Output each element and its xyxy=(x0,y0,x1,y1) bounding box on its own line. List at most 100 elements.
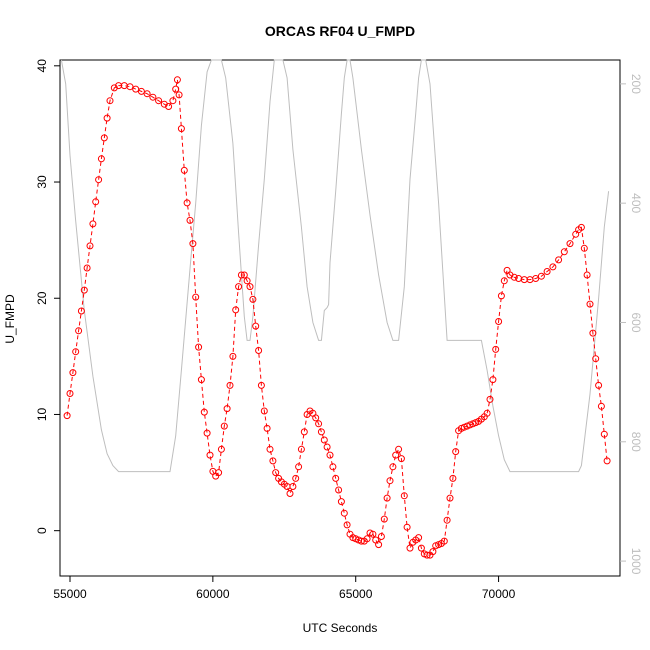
data-point xyxy=(380,515,388,523)
y-tick-label: 20 xyxy=(35,291,49,305)
data-point xyxy=(357,537,365,545)
y2-tick-label: 1000 xyxy=(629,548,643,575)
y-tick-label: 10 xyxy=(35,408,49,422)
data-point xyxy=(232,306,240,314)
data-point xyxy=(600,430,608,438)
data-point xyxy=(400,492,408,500)
y-tick-label: 30 xyxy=(35,175,49,189)
data-point xyxy=(103,114,111,122)
data-point xyxy=(532,275,540,282)
data-point xyxy=(100,134,108,142)
data-point xyxy=(165,103,173,110)
data-point xyxy=(292,474,300,482)
x-axis-label: UTC Seconds xyxy=(303,621,378,635)
data-point xyxy=(389,463,397,471)
y-tick-label: 0 xyxy=(35,527,49,534)
data-point xyxy=(289,483,297,490)
data-point xyxy=(260,407,268,415)
data-point xyxy=(106,97,114,105)
data-point xyxy=(257,381,265,389)
data-point xyxy=(429,548,437,556)
data-point xyxy=(169,97,177,105)
data-point xyxy=(417,544,425,552)
data-point xyxy=(337,498,345,506)
data-point xyxy=(312,414,320,422)
data-point xyxy=(206,451,214,459)
data-point xyxy=(240,271,248,279)
data-point xyxy=(543,268,551,275)
data-point xyxy=(286,490,294,497)
data-point xyxy=(243,277,251,285)
x-tick-label: 65000 xyxy=(339,587,373,601)
data-point xyxy=(592,355,600,363)
data-point xyxy=(323,443,331,451)
data-point xyxy=(497,292,505,300)
data-point xyxy=(86,242,94,250)
data-point xyxy=(149,93,157,101)
data-point xyxy=(603,457,611,465)
data-point xyxy=(197,376,205,384)
data-point xyxy=(172,85,180,93)
data-point xyxy=(583,271,591,279)
data-point xyxy=(297,445,305,453)
data-point xyxy=(77,307,85,315)
data-point xyxy=(237,271,245,279)
data-point xyxy=(89,220,97,228)
data-point xyxy=(189,240,197,248)
y2-tick-label: 600 xyxy=(629,312,643,332)
data-point xyxy=(195,343,203,351)
data-point xyxy=(560,248,568,256)
data-point xyxy=(143,90,151,98)
data-point xyxy=(295,463,303,471)
data-point xyxy=(192,293,200,301)
data-point xyxy=(72,348,80,356)
data-point xyxy=(317,428,325,436)
secondary-series-line xyxy=(60,59,610,473)
data-point xyxy=(577,223,585,231)
data-point xyxy=(235,283,243,291)
data-point xyxy=(332,474,340,482)
data-point xyxy=(155,97,163,105)
data-point xyxy=(95,176,103,184)
x-tick-label: 60000 xyxy=(196,587,230,601)
data-point xyxy=(423,551,431,559)
data-point xyxy=(255,347,263,354)
data-point xyxy=(537,272,545,280)
data-point xyxy=(383,494,391,502)
data-point xyxy=(492,345,500,353)
data-point xyxy=(200,408,208,416)
data-point xyxy=(375,541,383,549)
data-point xyxy=(335,486,343,494)
data-point xyxy=(392,451,400,459)
data-point xyxy=(97,155,105,163)
data-point xyxy=(489,376,497,384)
data-point xyxy=(203,429,211,437)
data-point xyxy=(589,329,597,337)
data-point xyxy=(217,445,225,453)
data-point xyxy=(63,412,71,420)
data-point xyxy=(272,469,280,477)
data-point xyxy=(180,166,188,174)
x-tick-label: 70000 xyxy=(482,587,516,601)
data-point xyxy=(363,535,371,543)
data-point xyxy=(486,395,494,403)
data-point xyxy=(220,422,228,430)
data-point xyxy=(75,327,83,335)
data-point xyxy=(403,523,411,531)
data-point xyxy=(495,318,503,325)
data-point xyxy=(186,216,194,224)
data-point xyxy=(443,516,451,524)
data-point xyxy=(500,277,508,285)
data-point xyxy=(69,369,77,377)
y2-tick-label: 200 xyxy=(629,74,643,94)
data-point xyxy=(377,533,385,540)
data-point xyxy=(226,381,234,389)
data-point xyxy=(263,424,271,432)
data-point xyxy=(249,295,257,303)
data-point xyxy=(215,469,223,477)
data-point xyxy=(449,474,457,482)
data-point xyxy=(315,420,323,428)
data-point xyxy=(177,125,185,133)
data-point xyxy=(92,198,100,206)
